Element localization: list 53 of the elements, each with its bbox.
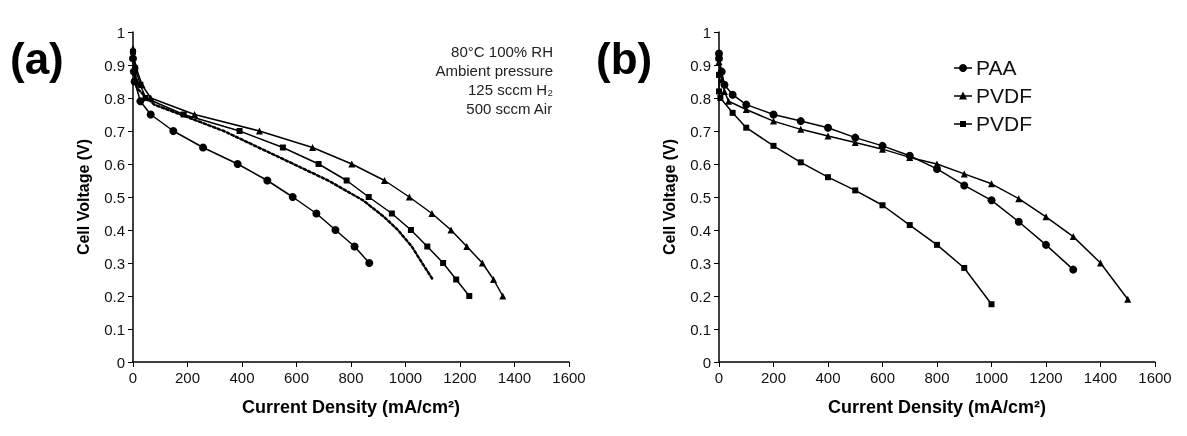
x-tick-label: 1600 [552,369,586,386]
y-tick-label: 1 [116,23,125,41]
y-tick-label: 0.7 [104,122,125,140]
x-tick-label: 400 [229,369,255,386]
y-tick-label: 0.2 [690,287,711,305]
y-tick-label: 0.5 [104,188,125,206]
x-tick-label: 400 [815,369,841,386]
y-tick-label: 0.3 [690,254,711,272]
y-tick-label: 0.4 [690,221,711,239]
y-tick-label: 0.5 [690,188,711,206]
y-tick-label: 0.9 [104,56,125,74]
annotation: 500 sccm Air [466,100,553,117]
x-tick-label: 1600 [1138,369,1172,386]
y-tick-label: 1 [702,23,711,41]
legend-label: PAA [976,56,1017,79]
chart-title: (a) [10,33,64,83]
y-tick-label: 0.9 [690,56,711,74]
y-tick-label: 0.1 [690,320,711,338]
legend-label: PVDF [976,112,1033,135]
y-tick-label: 0.3 [104,254,125,272]
annotation: 80°C 100% RH [451,43,554,60]
x-tick-label: 200 [760,369,787,386]
x-tick-label: 1400 [1083,369,1118,386]
x-tick-label: 1200 [443,369,477,386]
legend-label: PVDF [976,84,1033,107]
y-tick-label: 0.4 [104,221,125,239]
y-tick-label: 0 [116,353,125,371]
chart-title: (b) [596,33,653,83]
x-axis-title: Current Density (mA/cm²) [241,397,461,417]
y-tick-label: 0.1 [104,320,125,338]
x-tick-label: 1000 [974,369,1009,386]
y-tick-label: 0.7 [690,122,711,140]
y-axis-title: Cell Voltage (V) [660,138,678,256]
x-tick-label: 1200 [1029,369,1063,386]
x-tick-label: 1000 [388,369,423,386]
y-axis-title: Cell Voltage (V) [74,138,92,256]
x-tick-label: 800 [338,369,364,386]
y-tick-label: 0.2 [104,287,125,305]
y-tick-label: 0.6 [104,155,125,173]
x-tick-label: 0 [714,369,724,386]
y-tick-label: 0 [702,353,711,371]
annotation: 125 sccm H₂ [467,81,554,98]
x-tick-label: 200 [174,369,201,386]
annotation: Ambient pressure [435,62,554,79]
x-tick-label: 1400 [497,369,532,386]
x-tick-label: 0 [128,369,138,386]
y-tick-label: 0.6 [690,155,711,173]
x-axis-title: Current Density (mA/cm²) [827,397,1047,417]
y-tick-label: 0.8 [690,89,711,107]
x-tick-label: 600 [283,369,310,386]
x-tick-label: 600 [869,369,896,386]
x-tick-label: 800 [924,369,950,386]
y-tick-label: 0.8 [104,89,125,107]
